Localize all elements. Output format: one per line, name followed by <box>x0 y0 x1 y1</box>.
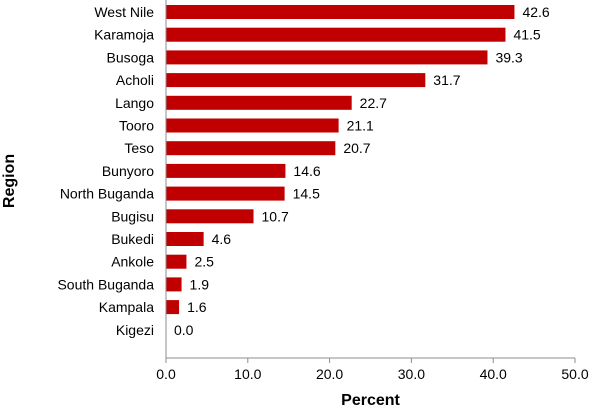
category-label-teso: Teso <box>124 140 154 156</box>
value-label-karamoja: 41.5 <box>513 27 540 43</box>
bar-bunyoro <box>166 163 286 178</box>
value-label-bugisu: 10.7 <box>262 208 289 224</box>
value-label-lango: 22.7 <box>360 95 387 111</box>
value-label-south-buganda: 1.9 <box>190 276 210 292</box>
category-label-kigezi: Kigezi <box>116 322 154 338</box>
value-label-kampala: 1.6 <box>187 299 207 315</box>
value-label-kigezi: 0.0 <box>174 322 194 338</box>
bar-karamoja <box>166 27 506 42</box>
value-label-bukedi: 4.6 <box>212 231 232 247</box>
category-label-west-nile: West Nile <box>94 4 154 20</box>
bars-group <box>166 5 515 315</box>
category-label-tooro: Tooro <box>119 118 154 134</box>
x-ticks-group: 0.0 10.0 20.0 30.0 40.0 50.0 <box>156 358 589 382</box>
x-axis-title: Percent <box>341 392 400 409</box>
category-label-acholi: Acholi <box>116 72 154 88</box>
bar-bukedi <box>166 232 204 246</box>
value-label-bunyoro: 14.6 <box>293 163 320 179</box>
value-label-west-nile: 42.6 <box>522 4 549 20</box>
category-label-ankole: Ankole <box>111 254 154 270</box>
bar-lango <box>166 95 352 110</box>
category-label-karamoja: Karamoja <box>94 27 154 43</box>
y-axis-title: Region <box>1 154 18 208</box>
category-label-south-buganda: South Buganda <box>57 276 154 292</box>
bar-kampala <box>166 300 180 315</box>
x-tick-label-4: 40.0 <box>480 366 507 382</box>
category-labels-group: West Nile Karamoja Busoga Acholi Lango Tooro T… <box>57 4 154 338</box>
bar-bugisu <box>166 209 254 224</box>
x-tick-label-1: 10.0 <box>234 366 261 382</box>
value-label-teso: 20.7 <box>343 140 370 156</box>
category-label-lango: Lango <box>115 95 154 111</box>
bar-west-nile <box>166 5 515 19</box>
value-label-ankole: 2.5 <box>194 254 214 270</box>
bar-tooro <box>166 118 339 133</box>
category-label-bukedi: Bukedi <box>111 231 154 247</box>
value-label-acholi: 31.7 <box>433 72 460 88</box>
value-label-busoga: 39.3 <box>495 49 522 65</box>
bar-teso <box>166 141 336 156</box>
bar-north-buganda <box>166 186 285 201</box>
x-tick-label-0: 0.0 <box>156 366 176 382</box>
x-tick-label-2: 20.0 <box>316 366 343 382</box>
value-label-tooro: 21.1 <box>347 118 374 134</box>
category-label-bugisu: Bugisu <box>111 208 154 224</box>
bar-busoga <box>166 50 488 65</box>
category-label-north-buganda: North Buganda <box>60 186 154 202</box>
bar-south-buganda <box>166 277 182 292</box>
value-label-north-buganda: 14.5 <box>293 186 320 202</box>
category-label-kampala: Kampala <box>99 299 154 315</box>
category-label-busoga: Busoga <box>107 49 155 65</box>
bar-ankole <box>166 254 187 269</box>
value-labels-group: 42.6 41.5 39.3 31.7 22.7 21.1 20.7 14.6 14.510.7… <box>174 4 550 338</box>
bar-acholi <box>166 73 426 88</box>
x-tick-label-5: 50.0 <box>561 366 588 382</box>
category-label-bunyoro: Bunyoro <box>102 163 154 179</box>
x-tick-label-3: 30.0 <box>398 366 425 382</box>
